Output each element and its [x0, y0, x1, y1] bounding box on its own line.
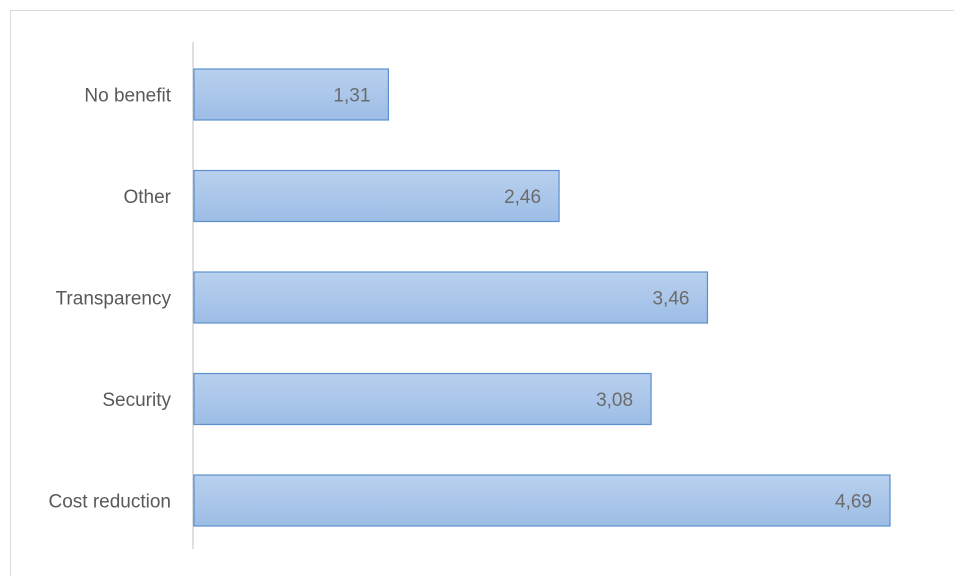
bars-layer: No benefit 1,31 Other 2,46 Transparency 3,46 S… [48, 68, 891, 527]
value-label-no-benefit: 1,31 [333, 86, 370, 107]
bar-security [193, 372, 652, 426]
category-label-other: Other [123, 187, 171, 208]
category-label-security: Security [102, 390, 171, 411]
category-label-cost-reduction: Cost reduction [48, 492, 171, 513]
value-label-cost-reduction: 4,69 [835, 492, 872, 513]
bar-other [193, 169, 560, 223]
category-label-transparency: Transparency [56, 289, 172, 310]
bar-cost-reduction [193, 474, 891, 527]
category-label-no-benefit: No benefit [84, 86, 171, 107]
value-label-other: 2,46 [504, 187, 541, 208]
bar-transparency [193, 271, 709, 324]
bar-no-benefit [193, 68, 390, 121]
chart-frame [10, 10, 954, 576]
value-label-transparency: 3,46 [652, 289, 689, 310]
value-label-security: 3,08 [596, 390, 633, 411]
